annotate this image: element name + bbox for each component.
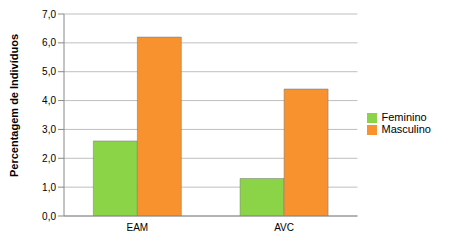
html-text:Masculino: Masculino bbox=[381, 123, 431, 135]
svg-text:1,0: 1,0 bbox=[42, 182, 56, 193]
svg-text:3,0: 3,0 bbox=[42, 124, 56, 135]
svg-text:2,0: 2,0 bbox=[42, 153, 56, 164]
html-text:Feminino: Feminino bbox=[381, 110, 427, 123]
svg-text:0,0: 0,0 bbox=[42, 211, 56, 222]
svg-text:7,0: 7,0 bbox=[42, 9, 56, 20]
svg-text:5,0: 5,0 bbox=[42, 66, 56, 77]
svg-text:4,0: 4,0 bbox=[42, 95, 56, 106]
svg-text:Percentagem de Indivíduos: Percentagem de Indivíduos bbox=[8, 34, 20, 177]
svg-text:EAM: EAM bbox=[127, 222, 149, 233]
svg-text:6,0: 6,0 bbox=[42, 37, 56, 48]
svg-text:AVC: AVC bbox=[274, 222, 294, 233]
